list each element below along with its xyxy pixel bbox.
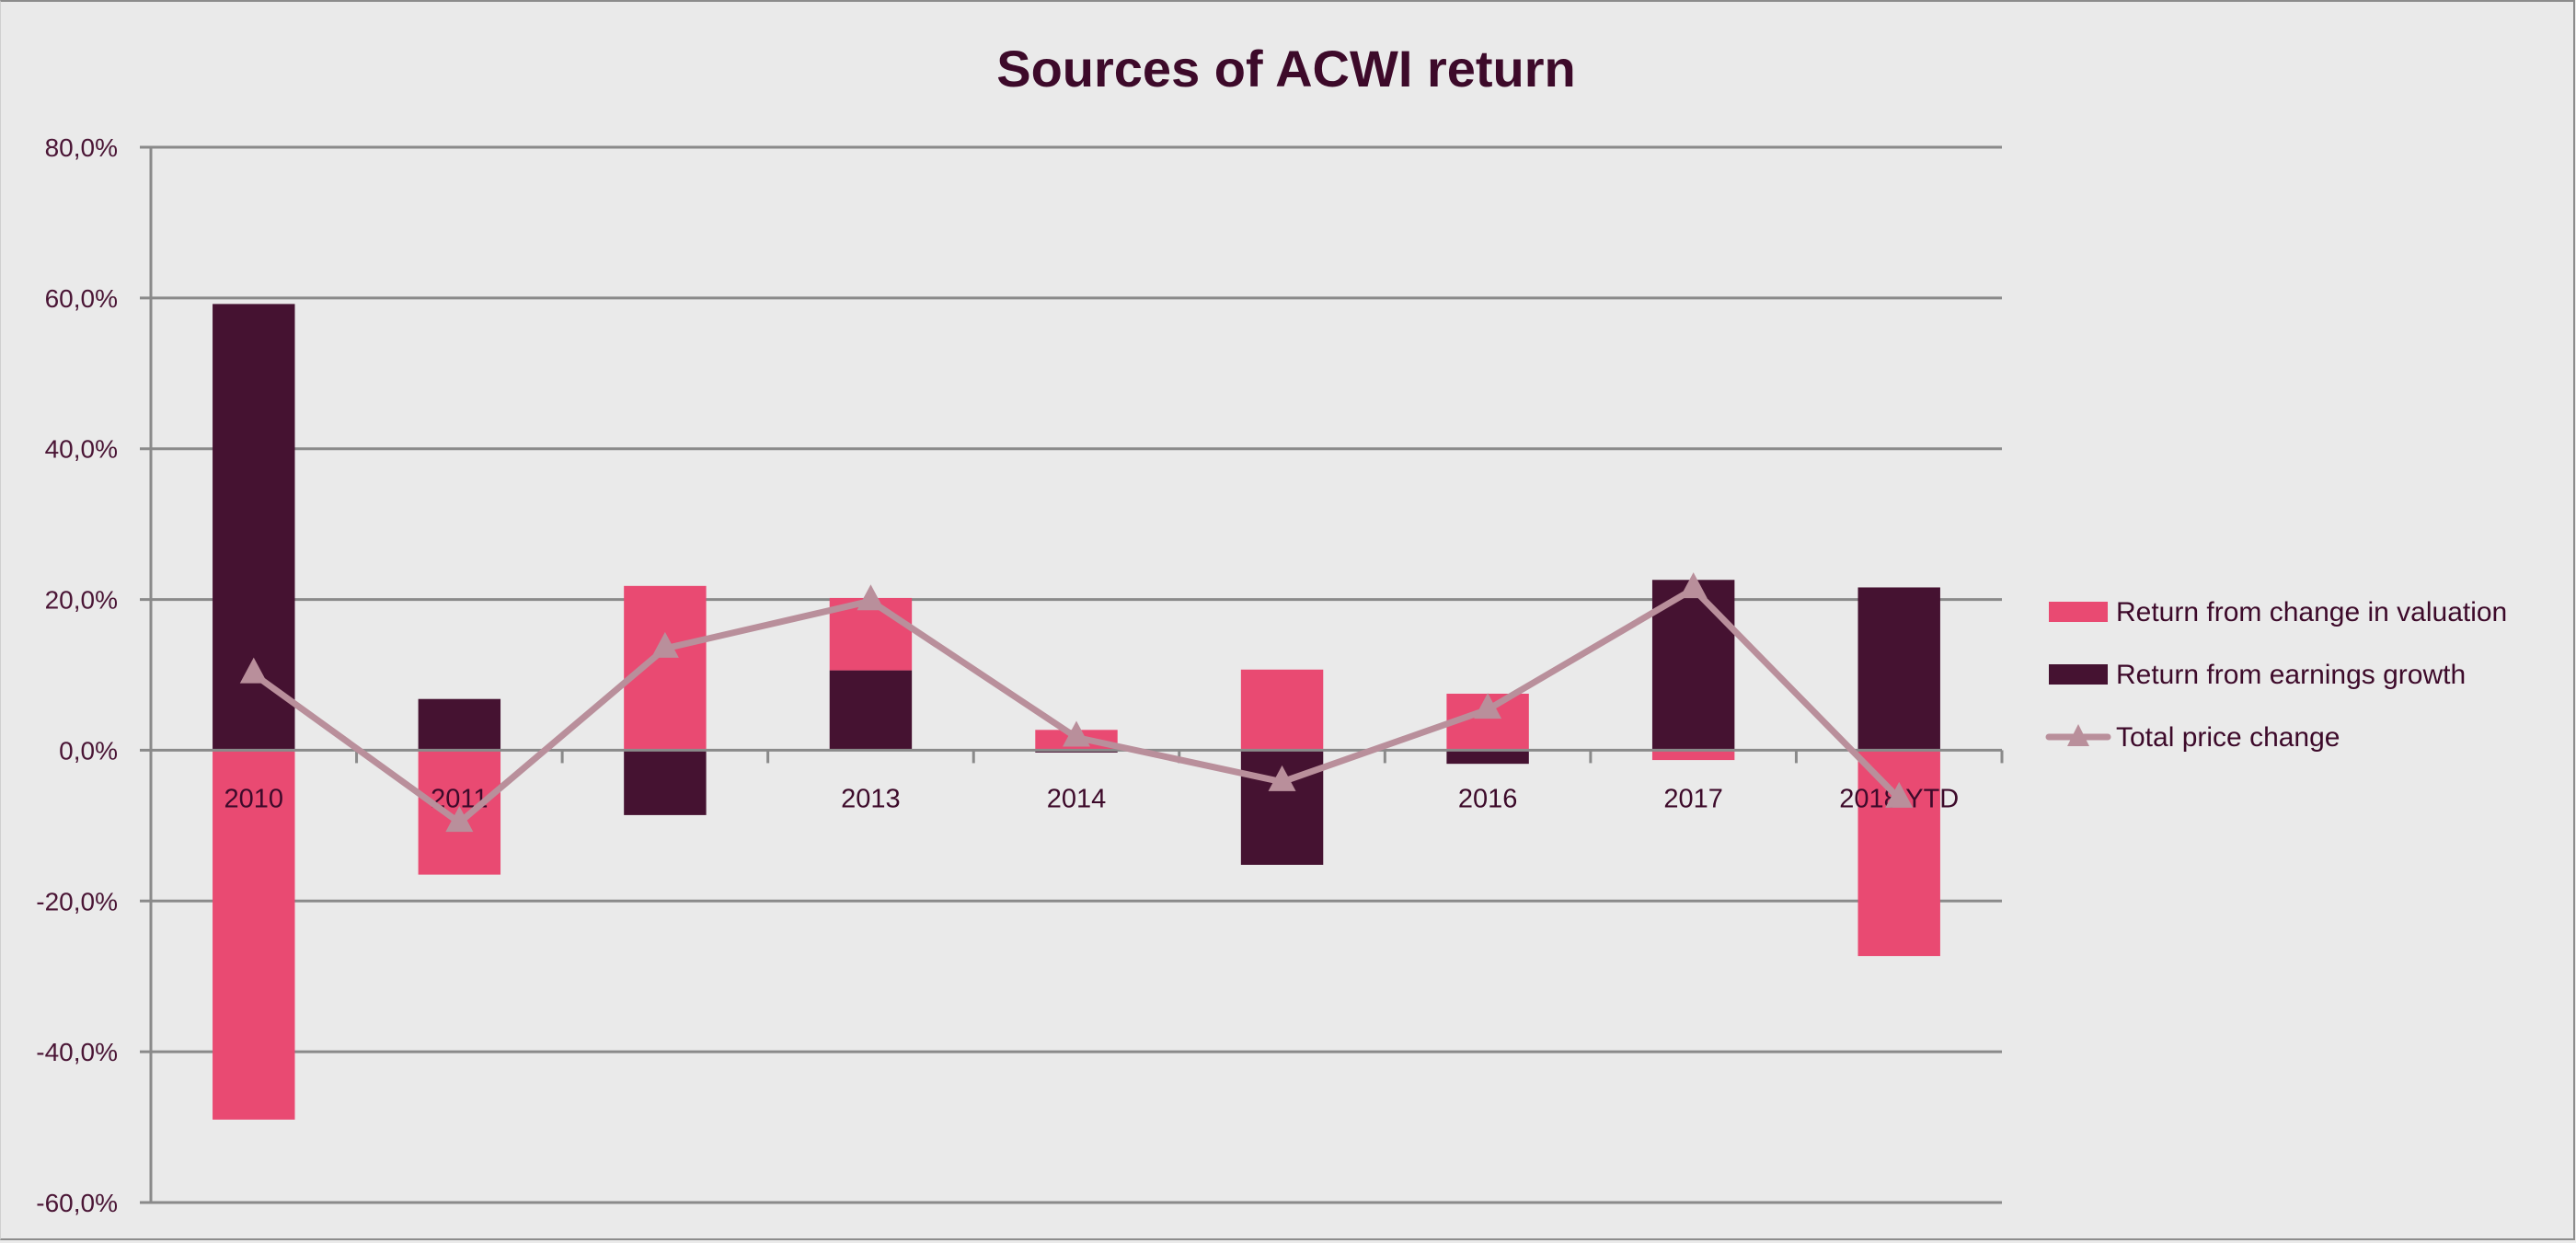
- bar-return-from-change-in-valuation: [1651, 750, 1735, 761]
- triangle-marker: [1474, 693, 1502, 719]
- legend-label: Return from change in valuation: [2116, 597, 2507, 627]
- legend: Return from change in valuation Return fr…: [2045, 597, 2507, 753]
- total-price-change-line: [239, 572, 1914, 833]
- x-tick-label: 2016: [1458, 784, 1518, 813]
- bar-return-from-earnings-growth: [1857, 587, 1940, 751]
- legend-label: Return from earnings growth: [2116, 660, 2466, 690]
- y-tick-label: -40,0%: [36, 1038, 118, 1066]
- y-tick-label: 60,0%: [45, 284, 118, 313]
- bar-return-from-change-in-valuation: [1240, 669, 1324, 751]
- y-tick-label: -60,0%: [36, 1189, 118, 1217]
- legend-item: Return from earnings growth: [2049, 660, 2466, 690]
- y-tick-label: -20,0%: [36, 887, 118, 915]
- y-tick-label: 40,0%: [45, 435, 118, 464]
- x-tick-label: 2014: [1047, 784, 1107, 813]
- y-axis-tick-labels: 80,0% 60,0% 40,0% 20,0% 0,0% -20,0% -40,0% -60,…: [36, 133, 118, 1217]
- bar-return-from-change-in-valuation: [624, 585, 707, 751]
- triangle-marker: [239, 657, 268, 684]
- x-tick-label: 2010: [224, 784, 284, 813]
- bar-return-from-change-in-valuation: [213, 750, 295, 1120]
- triangle-marker: [445, 806, 474, 833]
- x-tick-label: 2013: [841, 784, 901, 813]
- axes: [140, 147, 2004, 1203]
- triangle-marker: [1885, 781, 1914, 808]
- y-tick-label: 20,0%: [45, 586, 118, 615]
- bar-return-from-earnings-growth: [1446, 750, 1529, 765]
- triangle-marker: [1268, 765, 1296, 791]
- y-tick-label: 0,0%: [59, 736, 118, 765]
- triangle-marker: [650, 631, 679, 658]
- legend-label: Total price change: [2116, 722, 2340, 753]
- bar-return-from-change-in-valuation: [1857, 750, 1940, 957]
- legend-triangle-marker: [2067, 724, 2089, 746]
- triangle-marker: [1679, 572, 1708, 599]
- legend-swatch: [2049, 664, 2108, 685]
- bar-return-from-earnings-growth: [418, 698, 501, 751]
- legend-item: Total price change: [2045, 722, 2340, 753]
- legend-item: Return from change in valuation: [2049, 597, 2507, 627]
- y-tick-label: 80,0%: [45, 133, 118, 162]
- bars: [213, 304, 1940, 1120]
- triangle-marker: [1063, 720, 1090, 747]
- bar-return-from-earnings-growth: [829, 670, 913, 751]
- chart-title: Sources of ACWI return: [996, 40, 1576, 98]
- gridlines: [140, 145, 2002, 1204]
- x-tick-label: 2017: [1663, 784, 1723, 813]
- bar-return-from-earnings-growth: [624, 750, 707, 815]
- triangle-marker: [857, 584, 885, 611]
- legend-swatch: [2049, 602, 2108, 622]
